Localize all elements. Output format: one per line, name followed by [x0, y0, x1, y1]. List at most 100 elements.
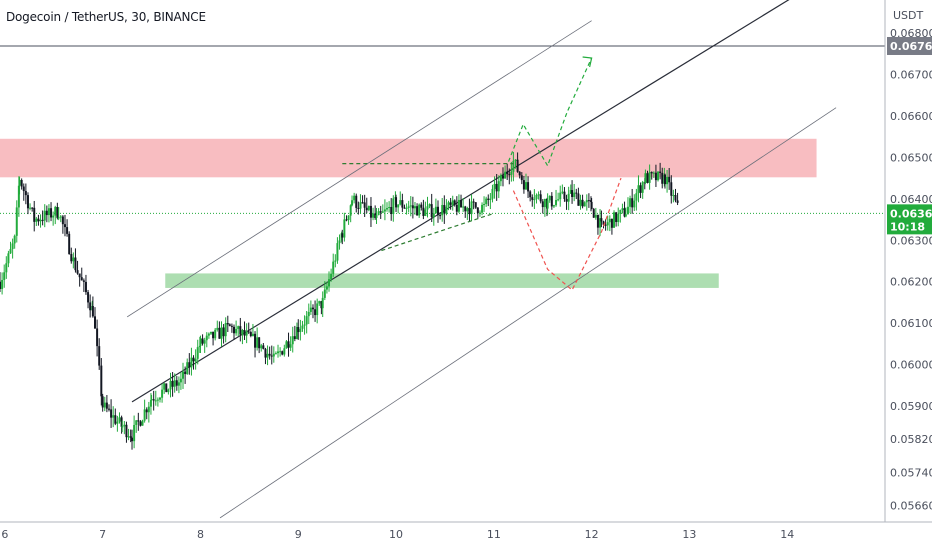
candle-body	[105, 402, 108, 409]
candle-body	[581, 199, 584, 207]
candle-body	[171, 380, 174, 387]
candle-body	[29, 207, 32, 209]
candle-body	[316, 303, 319, 316]
candle-body	[209, 331, 212, 334]
candle-body	[602, 221, 605, 225]
candle-body	[154, 400, 157, 402]
candle-body	[11, 243, 14, 250]
candle-body	[506, 171, 509, 175]
candle-body	[550, 195, 553, 207]
candle-body	[323, 289, 326, 298]
candle-body	[641, 182, 644, 193]
candle-body	[135, 420, 138, 425]
candle-body	[543, 199, 546, 208]
candle-body	[648, 172, 651, 183]
x-tick-label: 11	[487, 528, 501, 541]
candle-body	[66, 227, 69, 234]
candle-body	[668, 176, 671, 183]
candle-body	[169, 380, 172, 390]
candle-body	[143, 409, 146, 421]
candle-body	[314, 309, 317, 316]
candle-body	[258, 337, 261, 349]
candle-body	[177, 382, 180, 386]
candle-body	[56, 206, 59, 218]
candle-body	[552, 205, 555, 207]
candle-body	[476, 207, 479, 214]
y-tick-label: 0.06600	[890, 110, 932, 123]
candle-body	[1, 279, 4, 289]
candle-body	[590, 201, 593, 209]
candle-body	[575, 192, 578, 194]
candle-body	[577, 193, 580, 206]
candle-body	[33, 207, 36, 222]
candle-body	[188, 362, 191, 368]
candle-body	[561, 191, 564, 193]
candle-body	[483, 204, 486, 206]
candle-body	[332, 261, 335, 274]
candle-body	[555, 200, 558, 206]
candle-body	[78, 273, 81, 278]
candle-body	[372, 213, 375, 218]
candle-body	[260, 345, 263, 349]
candle-body	[285, 341, 288, 349]
candle-body	[351, 200, 354, 206]
candle-body	[386, 208, 389, 210]
candle-body	[495, 183, 498, 192]
candle-body	[301, 325, 304, 329]
candle-body	[639, 185, 642, 193]
candle-body	[272, 353, 275, 357]
candle-body	[165, 383, 168, 393]
candle-body	[420, 204, 423, 208]
candle-body	[548, 195, 551, 201]
candle-body	[525, 182, 528, 190]
candle-body	[179, 378, 182, 383]
candle-body	[464, 206, 467, 212]
candle-body	[600, 218, 603, 222]
candle-body	[311, 307, 314, 310]
candle-body	[94, 316, 97, 329]
candle-body	[518, 171, 521, 176]
candle-body	[383, 209, 386, 212]
candle-body	[514, 159, 517, 161]
candle-body	[100, 365, 103, 397]
candle-body	[599, 218, 602, 228]
y-tick-label: 0.06100	[890, 317, 932, 330]
candle-body	[650, 172, 653, 174]
candle-body	[150, 399, 153, 401]
candle-body	[615, 212, 618, 223]
x-tick-label: 9	[295, 528, 302, 541]
candle-body	[516, 159, 519, 172]
candle-body	[167, 389, 170, 393]
candle-body	[70, 254, 73, 262]
candle-body	[118, 417, 121, 422]
y-tick-label: 0.06400	[890, 193, 932, 206]
candle-body	[343, 219, 346, 238]
candle-body	[264, 348, 267, 358]
y-tick-label: 0.06500	[890, 151, 932, 164]
candle-body	[613, 212, 616, 228]
candle-body	[565, 198, 568, 202]
candle-body	[201, 338, 204, 344]
candle-body	[330, 273, 333, 280]
candle-body	[571, 190, 574, 197]
candle-body	[161, 389, 164, 398]
y-tick-label: 0.06300	[890, 234, 932, 247]
candle-body	[274, 353, 277, 355]
candle-body	[212, 331, 215, 339]
candle-body	[254, 333, 257, 348]
candle-body	[557, 199, 560, 201]
x-tick-label: 10	[389, 528, 403, 541]
candle-body	[218, 327, 221, 339]
candle-body	[199, 338, 202, 346]
candle-body	[470, 201, 473, 215]
candle-body	[52, 215, 55, 218]
candle-body	[63, 224, 66, 228]
candle-body	[26, 195, 29, 209]
candle-body	[125, 424, 128, 438]
y-tick-label: 0.06800	[890, 27, 932, 40]
candle-body	[369, 205, 372, 218]
candle-body	[121, 426, 124, 428]
candle-body	[59, 216, 62, 218]
candle-body	[589, 200, 592, 202]
